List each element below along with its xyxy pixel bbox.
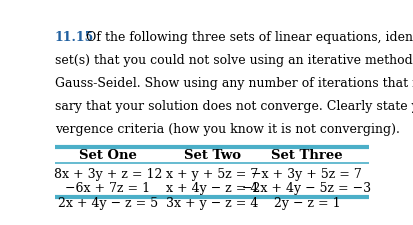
- Text: 11.15: 11.15: [55, 31, 94, 44]
- Text: Of the following three sets of linear equations, identify the: Of the following three sets of linear eq…: [82, 31, 413, 44]
- Text: 2x + 4y − z = 5: 2x + 4y − z = 5: [58, 197, 158, 210]
- Text: x + y + 5z = 7: x + y + 5z = 7: [166, 168, 258, 181]
- Text: Gauss-Seidel. Show using any number of iterations that is neces-: Gauss-Seidel. Show using any number of i…: [55, 77, 413, 90]
- Text: set(s) that you could not solve using an iterative method such as: set(s) that you could not solve using an…: [55, 54, 413, 67]
- Text: −x + 3y + 5z = 7: −x + 3y + 5z = 7: [251, 168, 361, 181]
- Text: 3x + y − z = 4: 3x + y − z = 4: [166, 197, 258, 210]
- Text: −6x + 7z = 1: −6x + 7z = 1: [65, 182, 150, 195]
- Text: 8x + 3y + z = 12: 8x + 3y + z = 12: [54, 168, 162, 181]
- Text: Set Two: Set Two: [183, 149, 240, 162]
- Text: x + 4y − z = 4: x + 4y − z = 4: [166, 182, 258, 195]
- Text: vergence criteria (how you know it is not converging).: vergence criteria (how you know it is no…: [55, 123, 399, 136]
- Text: −2x + 4y − 5z = −3: −2x + 4y − 5z = −3: [242, 182, 370, 195]
- Text: 2y − z = 1: 2y − z = 1: [273, 197, 339, 210]
- Text: Set One: Set One: [79, 149, 137, 162]
- Text: Set Three: Set Three: [271, 149, 342, 162]
- Text: sary that your solution does not converge. Clearly state your con-: sary that your solution does not converg…: [55, 100, 413, 113]
